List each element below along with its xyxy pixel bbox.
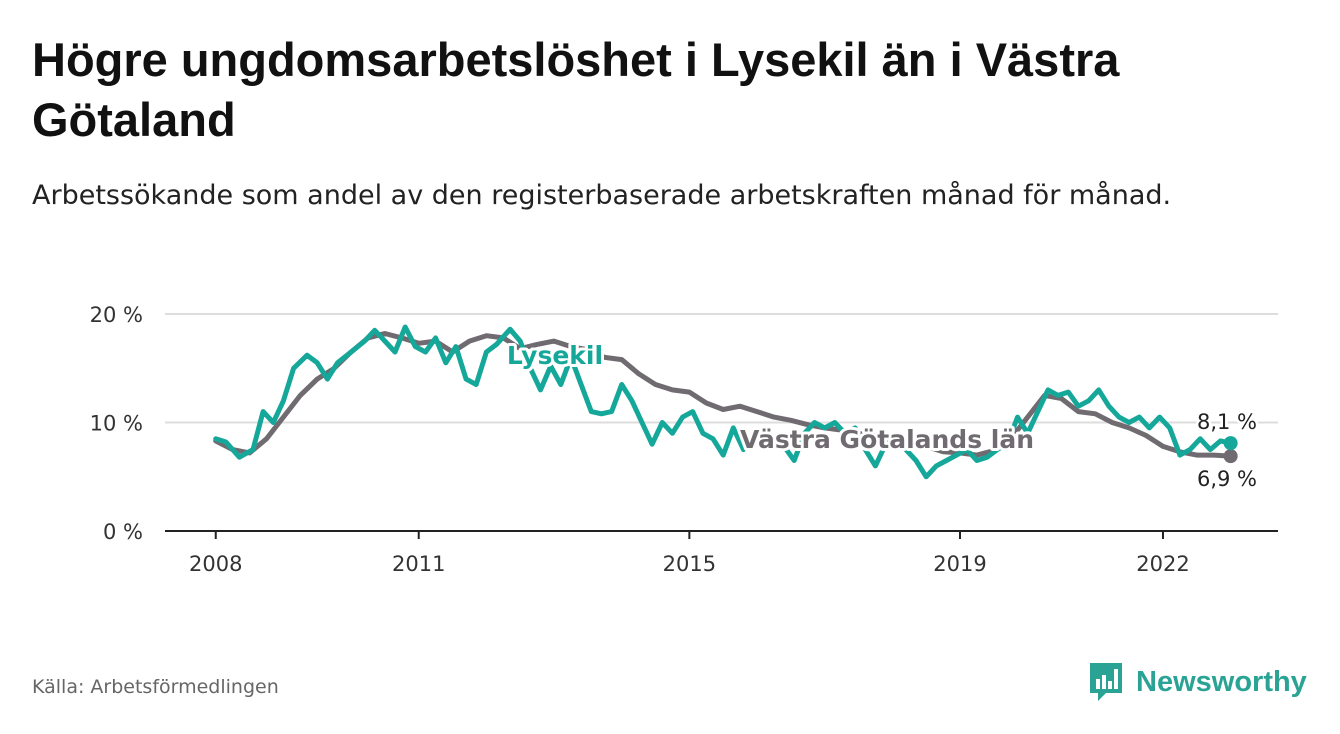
- end-point-vastra-gotalands-lan: [1223, 449, 1238, 464]
- brand-name: Newsworthy: [1136, 665, 1307, 698]
- x-axis: 2008 2011 2015 2019 2022: [165, 530, 1278, 576]
- y-tick-label: 0 %: [103, 520, 143, 544]
- brand-logo[interactable]: Newsworthy: [1088, 660, 1307, 704]
- source-note: Källa: Arbetsförmedlingen: [32, 676, 279, 698]
- end-point-lysekil: [1223, 436, 1238, 451]
- line-chart: 0 % 10 % 20 % 2008 2011 2015 2019 2022 Lysekil…: [90, 303, 1278, 576]
- end-label-lysekil: 8,1 %: [1197, 410, 1257, 434]
- x-tick-label: 2008: [189, 552, 242, 576]
- series-line-lysekil: [213, 324, 1234, 480]
- chart-subtitle: Arbetssökande som andel av den registerb…: [32, 180, 1172, 211]
- x-tick-label: 2019: [933, 552, 986, 576]
- chart-title: Högre ungdomsarbetslöshet i Lysekil än i…: [32, 33, 1120, 146]
- newsworthy-logo-icon: [1090, 663, 1122, 701]
- x-tick-label: 2022: [1136, 552, 1189, 576]
- y-axis-ticks: 0 % 10 % 20 %: [90, 303, 143, 544]
- series-lines: [213, 324, 1238, 480]
- series-labels: Lysekil Västra Götalands län 8,1 % 6,9 %: [504, 338, 1260, 494]
- end-label-vastra-gotalands-lan: 6,9 %: [1197, 467, 1257, 491]
- x-tick-label: 2015: [663, 552, 716, 576]
- series-label-lysekil: Lysekil: [507, 341, 603, 370]
- series-label-vastra-gotalands-lan: Västra Götalands län: [740, 425, 1034, 454]
- grid-lines: [165, 313, 1278, 424]
- series-line-vastra-gotalands-lan: [213, 331, 1234, 459]
- y-tick-label: 20 %: [90, 303, 143, 327]
- y-tick-label: 10 %: [90, 412, 143, 436]
- x-tick-label: 2011: [392, 552, 445, 576]
